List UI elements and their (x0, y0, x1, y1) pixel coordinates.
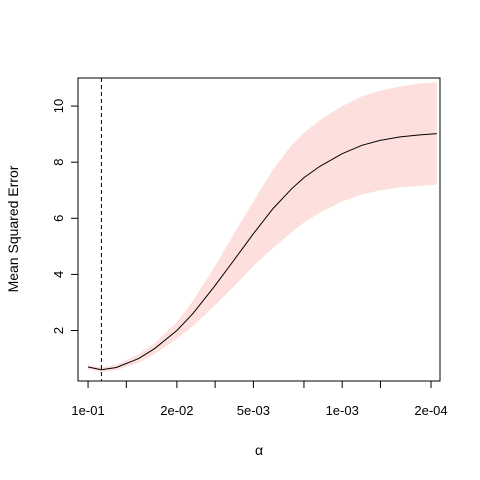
x-tick-label: 1e-01 (71, 403, 104, 418)
y-tick-label: 8 (51, 159, 66, 166)
y-axis: 2 4 6 8 10 (51, 99, 79, 334)
confidence-band (88, 82, 437, 372)
y-tick-label: 10 (51, 99, 66, 113)
x-tick-label: 5e-03 (237, 403, 270, 418)
x-tick-label: 1e-03 (326, 403, 359, 418)
mse-line-layer (87, 133, 437, 371)
y-tick-label: 6 (51, 215, 66, 222)
x-axis: 1e-01 2e-02 5e-03 1e-03 2e-04 (71, 380, 448, 418)
confidence-band-layer (88, 82, 437, 372)
y-axis-label: Mean Squared Error (5, 165, 21, 292)
y-tick-label: 2 (51, 327, 66, 334)
x-axis-label: α (255, 442, 263, 458)
y-tick-label: 4 (51, 271, 66, 278)
x-tick-label: 2e-04 (414, 403, 447, 418)
x-tick-label: 2e-02 (160, 403, 193, 418)
mse-line (87, 133, 437, 371)
